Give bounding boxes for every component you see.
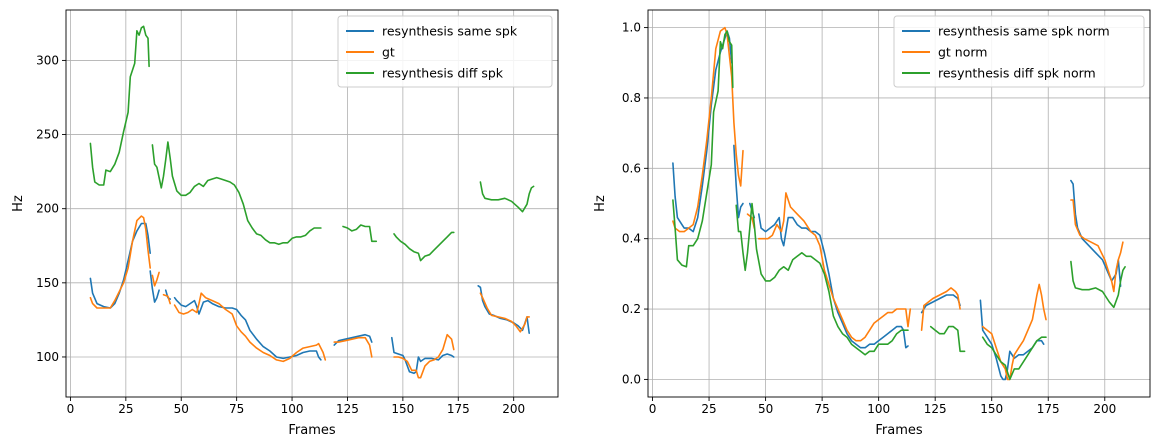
series-line-0-segment-1 (733, 144, 744, 219)
x-tick-label: 75 (229, 402, 244, 416)
series-line-1-segment-1 (735, 149, 744, 187)
y-tick-label: 100 (36, 350, 59, 364)
series-line-1-segment-3 (758, 192, 912, 342)
left-chart: 0 25 50 75 100 125 150 175 200 100 150 200 250 300 Fra… (11, 9, 559, 438)
series-line-0-segment-3 (173, 296, 322, 361)
series-line-1-segment-6 (1070, 199, 1124, 293)
legend-label: resynthesis diff spk norm (938, 66, 1096, 81)
legend-label: resynthesis same spk (382, 24, 518, 39)
legend-box (893, 15, 1145, 88)
legend-label: gt (382, 45, 395, 60)
series-line-1-segment-2 (162, 293, 171, 305)
x-tick-label: 150 (391, 402, 414, 416)
series-line-2-segment-3 (393, 231, 455, 262)
series-line-0-segment-4 (920, 294, 961, 314)
series-line-2-segment-1 (735, 202, 909, 356)
x-tick-label: 75 (814, 402, 829, 416)
legend: resynthesis same spk gt resynthesis diff s… (337, 15, 553, 88)
x-tick-label: 100 (281, 402, 304, 416)
series-group (672, 26, 1126, 381)
x-axis-label: Frames (875, 423, 923, 438)
series-line-2-segment-0 (672, 30, 734, 268)
y-tick-label: 200 (36, 202, 59, 216)
x-tick-label: 125 (924, 402, 947, 416)
y-tick-label: 0.4 (622, 232, 641, 246)
y-tick-label: 250 (36, 128, 59, 142)
series-line-0-segment-4 (333, 333, 373, 346)
x-tick-label: 50 (174, 402, 189, 416)
series-line-2-segment-3 (981, 336, 1047, 381)
series-line-2-segment-2 (342, 224, 378, 243)
y-tick-label: 300 (36, 53, 59, 67)
y-tick-label: 0.0 (622, 372, 641, 386)
x-tick-label: 25 (118, 402, 133, 416)
x-tick-label: 200 (502, 402, 525, 416)
x-tick-label: 200 (1093, 402, 1116, 416)
series-line-2-segment-2 (929, 325, 966, 353)
x-tick-label: 0 (649, 402, 657, 416)
x-tick-label: 175 (447, 402, 470, 416)
series-line-1-segment-0 (89, 215, 151, 309)
legend-label: gt norm (938, 45, 987, 60)
series-group (89, 25, 535, 379)
x-tick-label: 50 (758, 402, 773, 416)
series-line-1-segment-4 (920, 287, 961, 331)
x-tick-label: 125 (336, 402, 359, 416)
x-tick-label: 0 (67, 402, 75, 416)
x-tick-label: 100 (867, 402, 890, 416)
series-line-1-segment-5 (981, 283, 1047, 381)
axes-frame (65, 9, 559, 398)
series-line-1-segment-1 (151, 271, 160, 287)
series-line-1-segment-4 (333, 336, 373, 358)
series-line-0-segment-6 (477, 285, 530, 334)
series-line-1-segment-3 (173, 292, 327, 363)
legend-box (337, 15, 553, 88)
legend-label: resynthesis diff spk (382, 66, 504, 81)
right-chart: 0 25 50 75 100 125 150 175 200 0.0 0.2 0.4 0.6 0.8 1.0… (593, 9, 1151, 438)
series-line-1-segment-6 (479, 292, 530, 333)
x-tick-label: 25 (701, 402, 716, 416)
y-tick-label: 0.8 (622, 91, 641, 105)
y-axis-label: Hz (593, 195, 608, 212)
series-line-2-segment-4 (1070, 260, 1126, 309)
series-line-2-segment-1 (151, 141, 322, 246)
legend-label: resynthesis same spk norm (938, 24, 1110, 39)
x-axis-label: Frames (288, 423, 336, 438)
series-line-2-segment-4 (479, 181, 535, 213)
x-tick-label: 175 (1037, 402, 1060, 416)
y-tick-label: 0.6 (622, 161, 641, 175)
y-tick-label: 150 (36, 276, 59, 290)
series-line-1-segment-5 (393, 333, 455, 379)
legend: resynthesis same spk norm gt norm resynthe… (893, 15, 1145, 88)
y-tick-label: 1.0 (622, 21, 641, 35)
series-line-0-segment-5 (391, 336, 455, 375)
y-axis-label: Hz (11, 195, 26, 212)
axes-frame (647, 9, 1151, 398)
series-line-0-segment-1 (149, 270, 160, 303)
series-line-1-segment-0 (672, 26, 737, 233)
y-tick-label: 0.2 (622, 302, 641, 316)
series-line-2-segment-0 (89, 25, 150, 186)
x-tick-label: 150 (980, 402, 1003, 416)
